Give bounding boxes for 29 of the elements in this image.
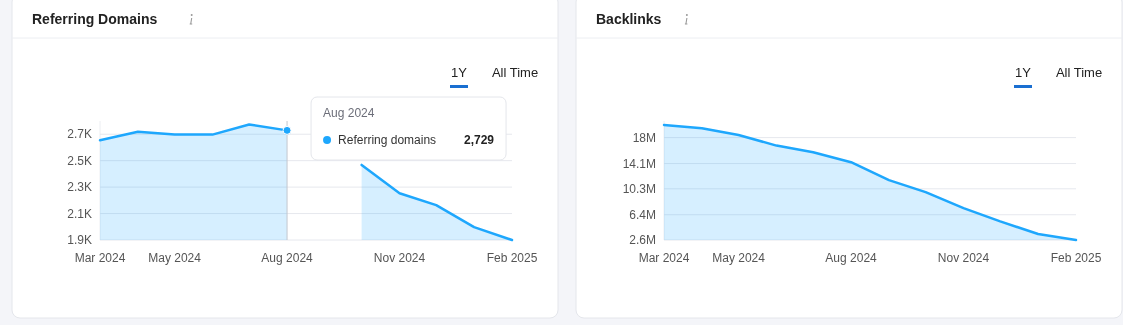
x-tick-label: May 2024 xyxy=(712,251,766,265)
text: All Time xyxy=(491,65,539,80)
x-tick-label: Nov 2024 xyxy=(373,251,426,265)
chart-title: Referring Domains xyxy=(32,11,158,27)
text: 1Y xyxy=(451,65,468,80)
y-tick-label: 2.6M xyxy=(629,233,656,248)
y-tick-label: 2.7K xyxy=(67,127,92,142)
text: Aug 2024 xyxy=(323,106,375,120)
x-tick-label: Mar 2024 xyxy=(74,251,126,265)
annotation: 2,729 xyxy=(464,133,495,147)
y-tick-label: 10.3M xyxy=(622,182,656,197)
y-tick-label: 6.4M xyxy=(629,207,656,222)
y-tick-label: 2.1K xyxy=(67,206,92,221)
y-tick-label: 2.5K xyxy=(67,153,92,168)
x-tick-label: Aug 2024 xyxy=(261,251,314,265)
x-tick-label: Aug 2024 xyxy=(825,251,878,265)
chart-title: Backlinks xyxy=(596,11,662,27)
y-tick-label: 18M xyxy=(632,130,656,145)
x-tick-label: Mar 2024 xyxy=(638,251,690,265)
text: All Time xyxy=(1055,65,1103,80)
legend-label: Referring domains xyxy=(338,133,437,147)
x-tick-label: Feb 2025 xyxy=(486,251,538,265)
text: 1Y xyxy=(1015,65,1032,80)
y-tick-label: 14.1M xyxy=(622,156,656,171)
x-tick-label: Nov 2024 xyxy=(937,251,990,265)
x-tick-label: Feb 2025 xyxy=(1050,251,1102,265)
y-tick-label: 2.3K xyxy=(67,180,92,195)
y-tick-label: 1.9K xyxy=(67,233,92,248)
x-tick-label: May 2024 xyxy=(148,251,202,265)
